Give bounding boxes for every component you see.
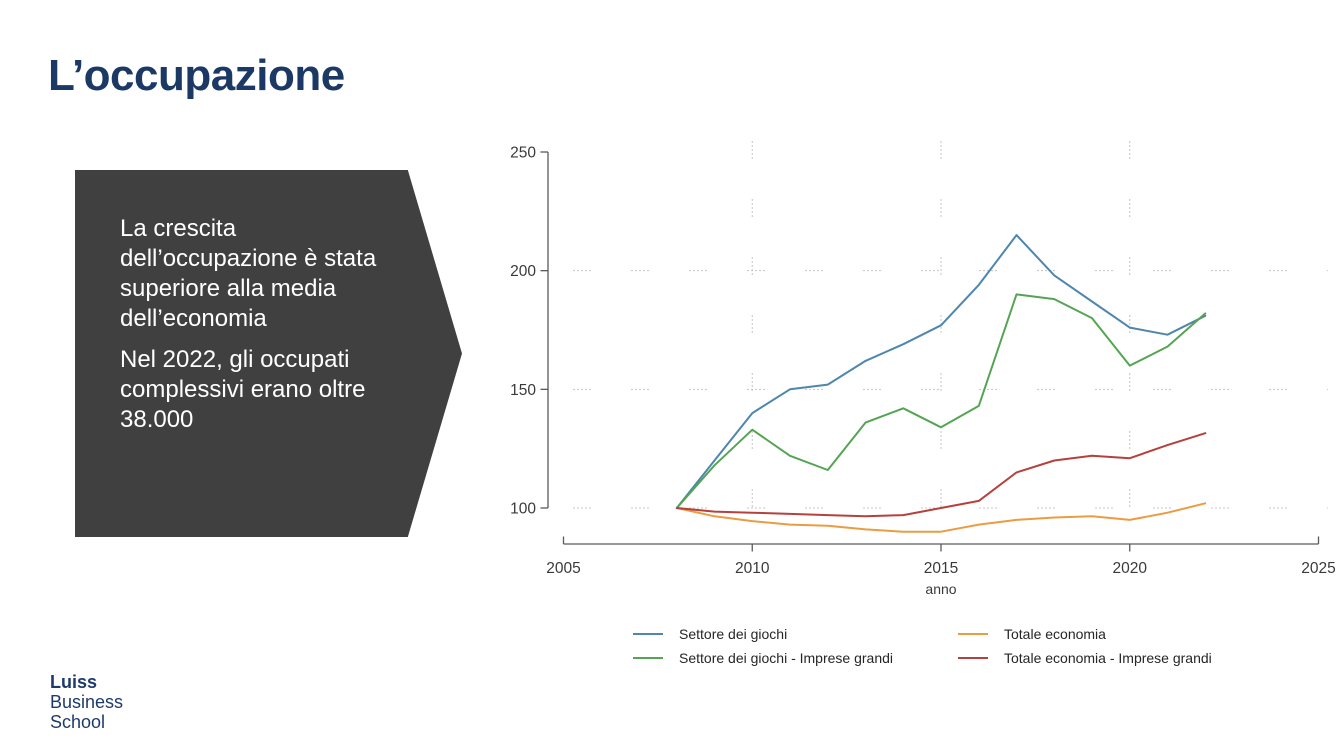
legend-swatch-totale-economia-imprese-grandi bbox=[958, 657, 988, 659]
gridlines bbox=[573, 141, 1328, 540]
series-line-1 bbox=[675, 293, 1207, 509]
series-line-3 bbox=[675, 432, 1207, 518]
x-tick-label: 2005 bbox=[546, 560, 580, 577]
callout-arrow: La crescita dell’occupazione è stata sup… bbox=[75, 170, 462, 537]
x-tick-label: 2015 bbox=[924, 560, 958, 577]
series-line-2 bbox=[675, 502, 1207, 533]
legend-label: Totale economia - Imprese grandi bbox=[1004, 650, 1212, 666]
y-axis bbox=[540, 151, 549, 509]
slide-title: L’occupazione bbox=[48, 51, 345, 100]
logo-line-luiss: Luiss bbox=[50, 672, 98, 692]
x-tick-label: 2025 bbox=[1301, 560, 1335, 577]
legend-item-totale-economia: Totale economia bbox=[958, 626, 1106, 642]
legend-label: Settore dei giochi - Imprese grandi bbox=[679, 650, 893, 666]
y-tick-label: 250 bbox=[510, 145, 536, 162]
x-tick-label: 2020 bbox=[1113, 560, 1148, 577]
legend-swatch-settore-dei-giochi bbox=[633, 633, 663, 635]
x-tick-label: 2010 bbox=[735, 560, 770, 577]
callout-paragraph-2: Nel 2022, gli occupati complessivi erano… bbox=[120, 346, 366, 433]
y-tick-label: 200 bbox=[510, 263, 536, 280]
x-axis bbox=[562, 536, 1320, 552]
series-line-0 bbox=[675, 234, 1207, 509]
legend-item-settore-dei-giochi: Settore dei giochi bbox=[633, 626, 787, 642]
logo-line-school: School bbox=[50, 712, 106, 732]
legend-label: Totale economia bbox=[1004, 626, 1106, 642]
legend-label: Settore dei giochi bbox=[679, 626, 788, 642]
legend-item-settore-dei-giochi-imprese-grandi: Settore dei giochi - Imprese grandi bbox=[633, 650, 893, 666]
legend-item-totale-economia-imprese-grandi: Totale economia - Imprese grandi bbox=[958, 650, 1212, 666]
x-axis-title: anno bbox=[925, 581, 956, 597]
logo-line-business: Business bbox=[50, 692, 124, 712]
luiss-logo: Luiss Business School bbox=[50, 672, 123, 732]
legend-swatch-settore-dei-giochi-imprese-grandi bbox=[633, 657, 663, 659]
callout-paragraph-1: La crescita dell’occupazione è stata sup… bbox=[120, 215, 377, 332]
y-tick-label: 150 bbox=[510, 382, 536, 399]
y-tick-label: 100 bbox=[510, 501, 536, 518]
legend-swatch-totale-economia bbox=[958, 633, 988, 635]
